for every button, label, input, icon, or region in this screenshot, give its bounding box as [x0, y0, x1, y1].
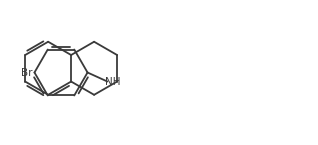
Text: NH: NH	[105, 77, 120, 87]
Text: Br: Br	[21, 68, 32, 77]
